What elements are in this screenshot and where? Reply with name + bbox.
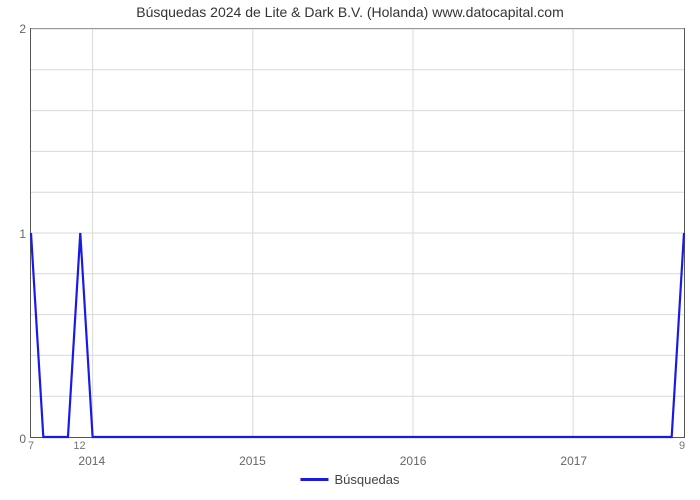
corner-number-first-spike: 12 — [73, 440, 85, 452]
legend-swatch — [300, 478, 328, 481]
legend: Búsquedas — [300, 472, 399, 487]
corner-number-bottom-left: 7 — [28, 440, 34, 452]
y-tick-label: 1 — [12, 227, 26, 241]
x-tick-label: 2016 — [400, 454, 427, 468]
plot-svg — [31, 29, 684, 437]
corner-number-bottom-right: 9 — [679, 440, 685, 452]
legend-label: Búsquedas — [334, 472, 399, 487]
x-tick-label: 2015 — [239, 454, 266, 468]
x-tick-label: 2017 — [560, 454, 587, 468]
x-tick-label: 2014 — [78, 454, 105, 468]
chart-title: Búsquedas 2024 de Lite & Dark B.V. (Hola… — [0, 4, 700, 20]
series-line — [31, 233, 684, 437]
y-tick-label: 2 — [12, 22, 26, 36]
chart-container: Búsquedas 2024 de Lite & Dark B.V. (Hola… — [0, 0, 700, 500]
plot-area — [30, 28, 685, 438]
y-tick-label: 0 — [12, 432, 26, 446]
